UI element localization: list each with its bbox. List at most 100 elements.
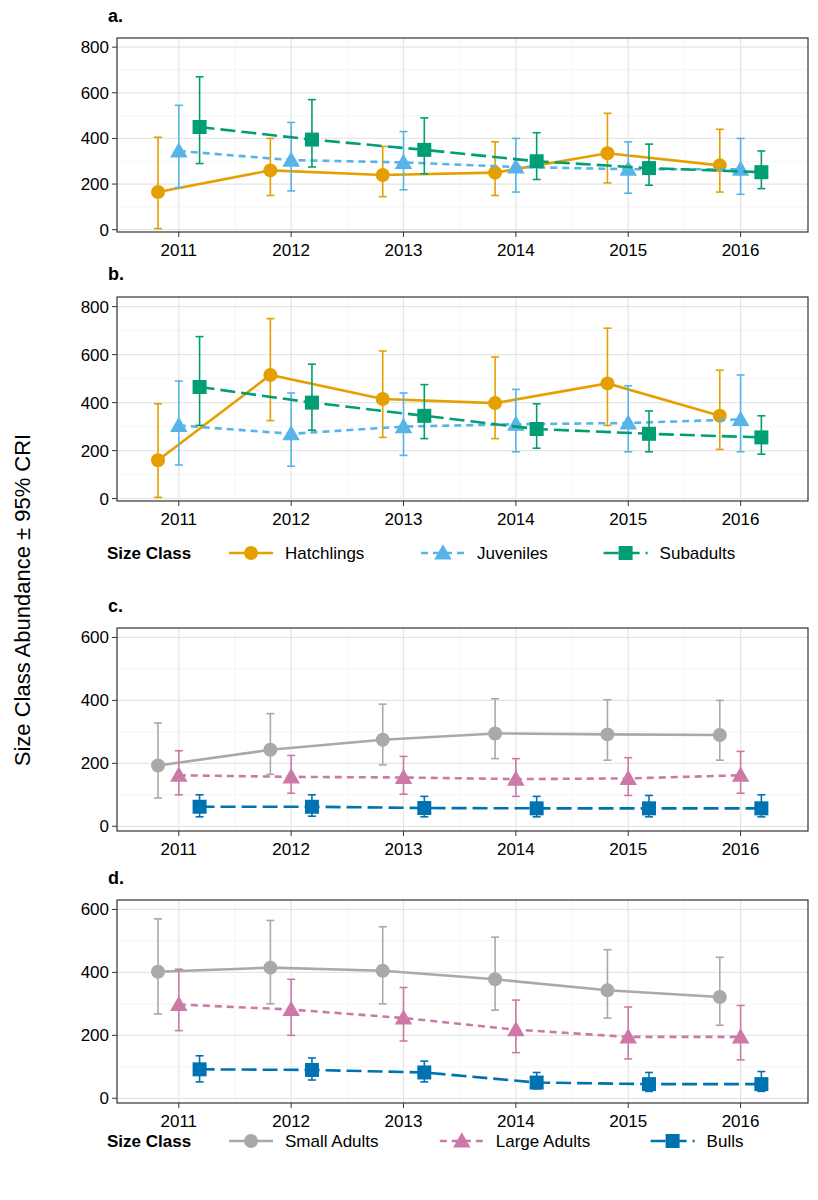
error-bar-cap [308, 99, 316, 101]
error-bar-cap [287, 122, 295, 124]
data-point [507, 1021, 525, 1036]
x-tick-label: 2014 [497, 241, 535, 260]
error-bar-cap [196, 163, 204, 165]
legend: Size ClassSmall AdultsLarge AdultsBulls [107, 1132, 743, 1151]
data-layer [151, 319, 768, 498]
minor-grid [117, 1066, 808, 1067]
data-point [642, 161, 656, 175]
x-tick-label: 2014 [497, 1112, 535, 1131]
y-tick-label: 200 [81, 175, 109, 194]
error-bar-cap [737, 374, 745, 376]
error-bar-cap [379, 1003, 387, 1005]
error-bar-cap [512, 451, 520, 453]
x-tick [291, 232, 292, 237]
y-tick [112, 1035, 117, 1036]
y-tick-label: 800 [81, 298, 109, 317]
y-tick-label: 400 [81, 394, 109, 413]
data-point [395, 1009, 413, 1024]
error-bar-cap [624, 757, 632, 759]
data-point [263, 368, 277, 382]
error-bar-cap [287, 190, 295, 192]
error-bar-cap [757, 188, 765, 190]
series-line [200, 387, 762, 437]
y-tick-label: 0 [100, 817, 109, 836]
data-point [754, 801, 768, 815]
data-point [488, 972, 502, 986]
minor-grid [459, 628, 460, 831]
legend-marker [434, 544, 452, 559]
x-tick [178, 232, 179, 237]
minor-grid [347, 38, 348, 232]
error-bar-cap [603, 699, 611, 701]
x-tick-label: 2012 [272, 1112, 310, 1131]
x-tick [740, 232, 741, 237]
data-point [376, 964, 390, 978]
x-tick [291, 831, 292, 836]
legend-label: Bulls [707, 1132, 744, 1151]
grid-line [740, 900, 741, 1103]
data-point [488, 396, 502, 410]
error-bar-cap [266, 318, 274, 320]
error-bar-cap [287, 979, 295, 981]
data-point [193, 380, 207, 394]
x-tick-label: 2011 [161, 1112, 198, 1131]
error-bar-cap [379, 764, 387, 766]
data-point [713, 990, 727, 1004]
grid-line [117, 47, 808, 48]
error-bar-cap [737, 1005, 745, 1007]
minor-grid [572, 628, 573, 831]
x-tick-label: 2016 [722, 241, 760, 260]
minor-grid [117, 794, 808, 795]
x-tick-label: 2015 [609, 1112, 647, 1131]
y-tick [112, 92, 117, 93]
y-tick [112, 402, 117, 403]
error-bar-cap [175, 464, 183, 466]
y-tick [112, 450, 117, 451]
y-tick-label: 800 [81, 38, 109, 57]
error-bar-cap [400, 455, 408, 457]
grid-line [291, 628, 292, 831]
error-bar-cap [308, 363, 316, 365]
data-point [193, 120, 207, 134]
error-bar-stem [157, 137, 159, 228]
error-bar-cap [175, 380, 183, 382]
series-line [179, 775, 741, 779]
data-point [732, 160, 750, 175]
error-bar-cap [533, 796, 541, 798]
data-point [395, 418, 413, 433]
data-point [282, 1001, 300, 1016]
data-point [376, 392, 390, 406]
minor-grid [117, 115, 808, 116]
error-bar-cap [737, 451, 745, 453]
error-bar [154, 137, 162, 228]
minor-grid [117, 426, 808, 427]
error-bar-cap [533, 447, 541, 449]
error-bar-cap [533, 179, 541, 181]
error-bar-cap [400, 392, 408, 394]
error-bar-cap [420, 816, 428, 818]
error-bar-cap [737, 138, 745, 140]
error-bar-cap [175, 968, 183, 970]
x-tick-label: 2015 [609, 840, 647, 859]
plot-frame [117, 900, 808, 1103]
error-bar-cap [491, 356, 499, 358]
y-tick [112, 184, 117, 185]
grid-line [117, 1035, 808, 1036]
legend-marker [244, 546, 258, 560]
y-tick [112, 1098, 117, 1099]
legend-marker [244, 1134, 258, 1148]
error-bar [154, 404, 162, 498]
legend-label: Large Adults [496, 1132, 591, 1151]
x-tick [515, 1103, 516, 1108]
y-tick [112, 306, 117, 307]
legend-marker [453, 1132, 471, 1147]
error-bar-cap [645, 1072, 653, 1074]
data-point [530, 422, 544, 436]
grid-line [117, 909, 808, 910]
grid-line [117, 763, 808, 764]
error-bar-cap [491, 758, 499, 760]
data-point [600, 376, 614, 390]
error-bar-cap [645, 816, 653, 818]
error-bar-cap [716, 128, 724, 130]
error-bar-cap [533, 132, 541, 134]
